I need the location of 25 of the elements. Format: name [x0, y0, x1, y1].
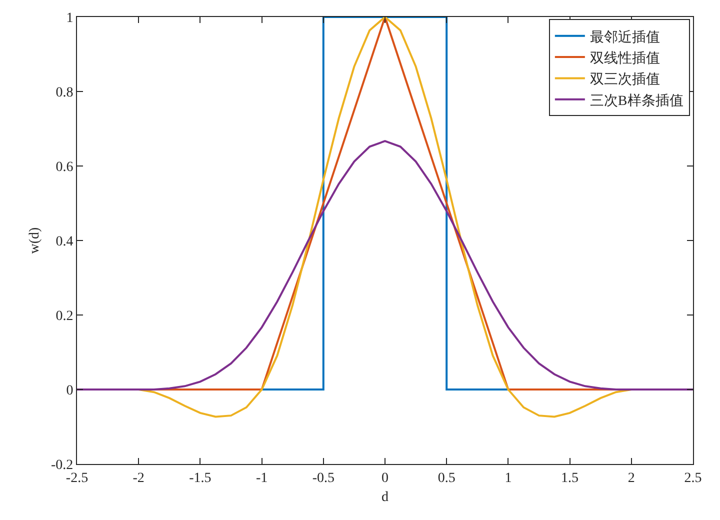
- x-tick-label: 0.5: [438, 470, 456, 486]
- y-tick-label: 0.8: [56, 85, 74, 100]
- legend-label: 三次B样条插值: [590, 92, 684, 109]
- legend-label: 双三次插值: [590, 72, 660, 88]
- x-tick-label: -1.5: [189, 470, 212, 486]
- y-axis-title: w(d): [28, 226, 43, 254]
- y-tick-label: 0.4: [56, 234, 74, 250]
- x-tick-label: 2: [628, 470, 635, 486]
- y-tick-label: -0.2: [51, 458, 74, 473]
- y-tick-label: 1: [66, 10, 74, 26]
- line-series: [77, 140, 693, 390]
- x-tick-label: -1: [256, 470, 268, 486]
- x-tick-label: 1.5: [561, 470, 579, 486]
- y-tick-label: 0: [66, 383, 74, 398]
- y-tick-label: 0.6: [56, 160, 74, 175]
- x-tick-label: -2: [132, 470, 144, 486]
- y-tick-label: 0.2: [56, 308, 74, 324]
- x-tick-label: 2.5: [684, 470, 702, 486]
- legend-label: 最邻近插值: [590, 29, 660, 46]
- x-axis-title: d: [382, 490, 388, 506]
- x-tick-label: 0: [382, 470, 388, 486]
- x-tick-label: -0.5: [312, 470, 334, 486]
- legend-label: 双线性插值: [590, 50, 660, 66]
- x-tick-label: -2.5: [66, 470, 88, 486]
- x-tick-label: 1: [504, 470, 512, 486]
